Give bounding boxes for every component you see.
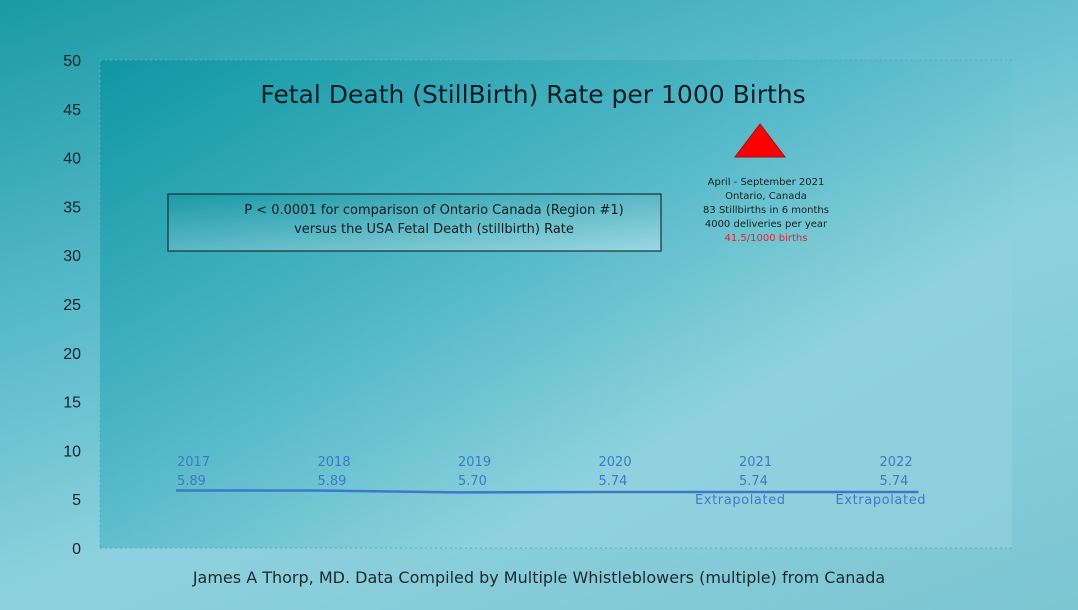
data-value-label: 5.74 (739, 474, 768, 489)
callout-box (167, 193, 662, 252)
callout-text-line: P < 0.0001 for comparison of Ontario Can… (244, 203, 623, 218)
marker-annotation-line: 4000 deliveries per year (705, 219, 828, 230)
p-value-callout: P < 0.0001 for comparison of Ontario Can… (167, 193, 662, 252)
plot-area (100, 60, 1012, 548)
x-category-label: 2020 (599, 455, 632, 470)
x-category-label: 2018 (318, 455, 351, 470)
x-category-label: 2019 (458, 455, 491, 470)
data-value-label: 5.70 (458, 474, 487, 489)
y-tick-label: 35 (63, 199, 81, 216)
marker-annotation-line: 83 Stillbirths in 6 months (703, 205, 829, 216)
y-tick-label: 15 (63, 395, 81, 412)
triangle-marker (733, 123, 787, 158)
extrapolated-note: Extrapolated (695, 493, 786, 508)
data-value-label: 5.89 (318, 474, 347, 489)
data-value-label: 5.74 (599, 474, 628, 489)
x-category-label: 2021 (739, 455, 772, 470)
x-category-label: 2017 (177, 455, 210, 470)
y-tick-label: 5 (72, 492, 81, 509)
marker-highlight-rate: 41.5/1000 births (725, 233, 808, 244)
callout-text-line: versus the USA Fetal Death (stillbirth) … (294, 222, 574, 237)
y-tick-label: 20 (63, 346, 81, 363)
y-tick-label: 50 (63, 53, 81, 70)
footer-credit: James A Thorp, MD. Data Compiled by Mult… (192, 568, 886, 587)
y-tick-label: 30 (63, 248, 81, 265)
y-tick-label: 10 (63, 443, 81, 460)
y-tick-label: 40 (63, 151, 81, 168)
x-category-label: 2022 (880, 455, 913, 470)
marker-annotation-line: April - September 2021 (708, 177, 825, 188)
data-value-label: 5.74 (880, 474, 909, 489)
data-value-label: 5.89 (177, 474, 206, 489)
marker-annotation-line: Ontario, Canada (725, 191, 807, 202)
y-tick-label: 25 (63, 297, 81, 314)
chart-title: Fetal Death (StillBirth) Rate per 1000 B… (260, 80, 805, 109)
series-line (176, 489, 919, 494)
y-tick-label: 45 (63, 102, 81, 119)
extrapolated-note: Extrapolated (836, 493, 927, 508)
y-tick-label: 0 (72, 541, 81, 558)
